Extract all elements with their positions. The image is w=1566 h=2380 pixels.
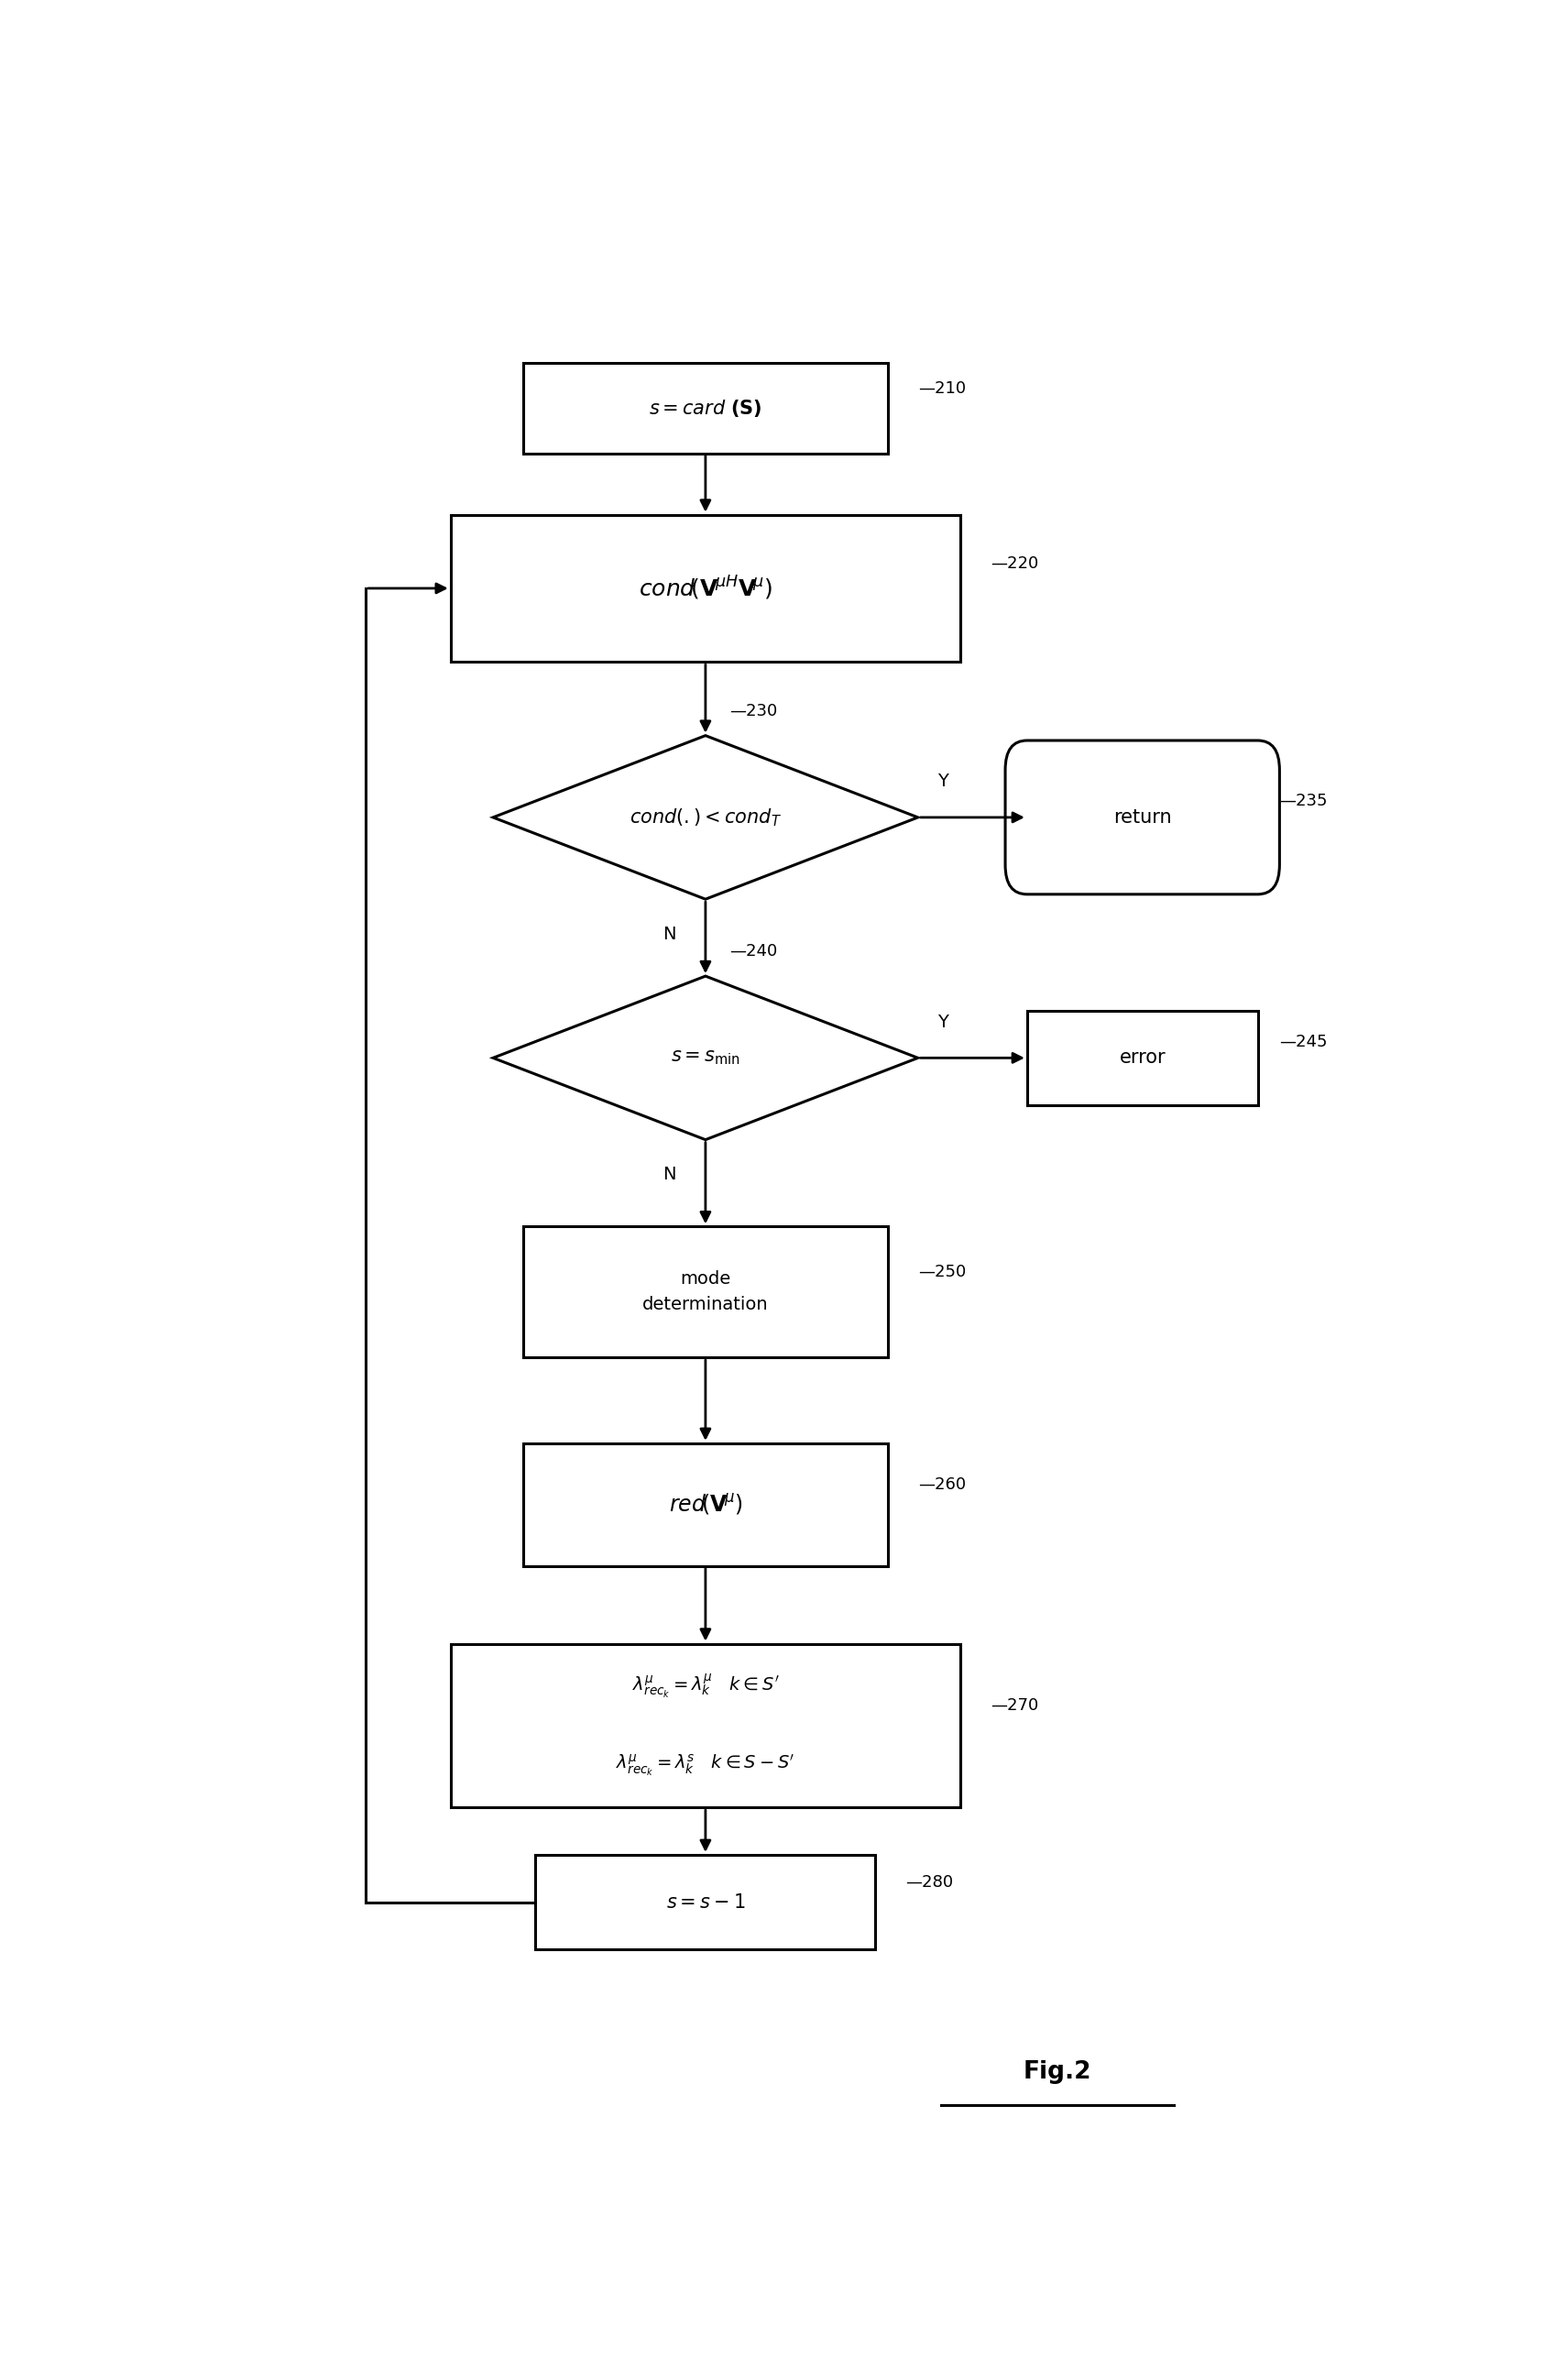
Text: —220: —220 [991, 555, 1038, 571]
Text: N: N [662, 1166, 675, 1183]
Text: $\mathit{cond}(.)<\mathit{cond}_{T}$: $\mathit{cond}(.)<\mathit{cond}_{T}$ [630, 807, 781, 828]
Text: $\mathit{red}\!\left(\mathbf{V}^{\!\mu}\right)$: $\mathit{red}\!\left(\mathbf{V}^{\!\mu}\… [669, 1492, 742, 1516]
Text: return: return [1113, 809, 1171, 826]
Text: $s = \mathit{card}\ \mathbf{(S)}$: $s = \mathit{card}\ \mathbf{(S)}$ [648, 397, 763, 419]
FancyBboxPatch shape [451, 1645, 960, 1806]
Text: $\lambda^{\mu}_{rec_k} = \lambda^{s}_{k} \quad k \in S - S'$: $\lambda^{\mu}_{rec_k} = \lambda^{s}_{k}… [615, 1752, 796, 1778]
FancyBboxPatch shape [536, 1854, 875, 1949]
Polygon shape [493, 735, 918, 900]
FancyBboxPatch shape [451, 514, 960, 662]
Text: —240: —240 [730, 942, 778, 959]
FancyBboxPatch shape [523, 1226, 888, 1357]
Text: —260: —260 [918, 1476, 966, 1492]
Text: —235: —235 [1279, 793, 1328, 809]
FancyBboxPatch shape [523, 1442, 888, 1566]
Text: $\mathit{cond}\!\left(\mathbf{V}^{\!\mu H}\mathbf{V}^{\!\mu}\right)$: $\mathit{cond}\!\left(\mathbf{V}^{\!\mu … [639, 574, 772, 602]
Text: $\lambda^{\mu}_{rec_k} = \lambda^{\mu}_{k} \quad k \in S'$: $\lambda^{\mu}_{rec_k} = \lambda^{\mu}_{… [631, 1673, 780, 1699]
Text: —245: —245 [1279, 1033, 1328, 1050]
Text: mode
determination: mode determination [642, 1271, 769, 1314]
Text: —230: —230 [730, 702, 778, 719]
Text: —270: —270 [991, 1697, 1038, 1714]
Text: N: N [662, 926, 675, 942]
Text: Y: Y [938, 1014, 947, 1031]
Text: —250: —250 [918, 1264, 966, 1280]
Polygon shape [493, 976, 918, 1140]
Text: $s = s - 1$: $s = s - 1$ [666, 1892, 745, 1911]
FancyBboxPatch shape [1027, 1011, 1257, 1104]
Text: —280: —280 [905, 1875, 954, 1890]
Text: —210: —210 [918, 381, 966, 397]
FancyBboxPatch shape [523, 364, 888, 452]
Text: $s = s_{\mathrm{min}}$: $s = s_{\mathrm{min}}$ [670, 1050, 741, 1066]
Text: Fig.2: Fig.2 [1023, 2061, 1092, 2085]
Text: error: error [1120, 1050, 1165, 1066]
Text: Y: Y [938, 774, 947, 790]
FancyBboxPatch shape [1005, 740, 1279, 895]
